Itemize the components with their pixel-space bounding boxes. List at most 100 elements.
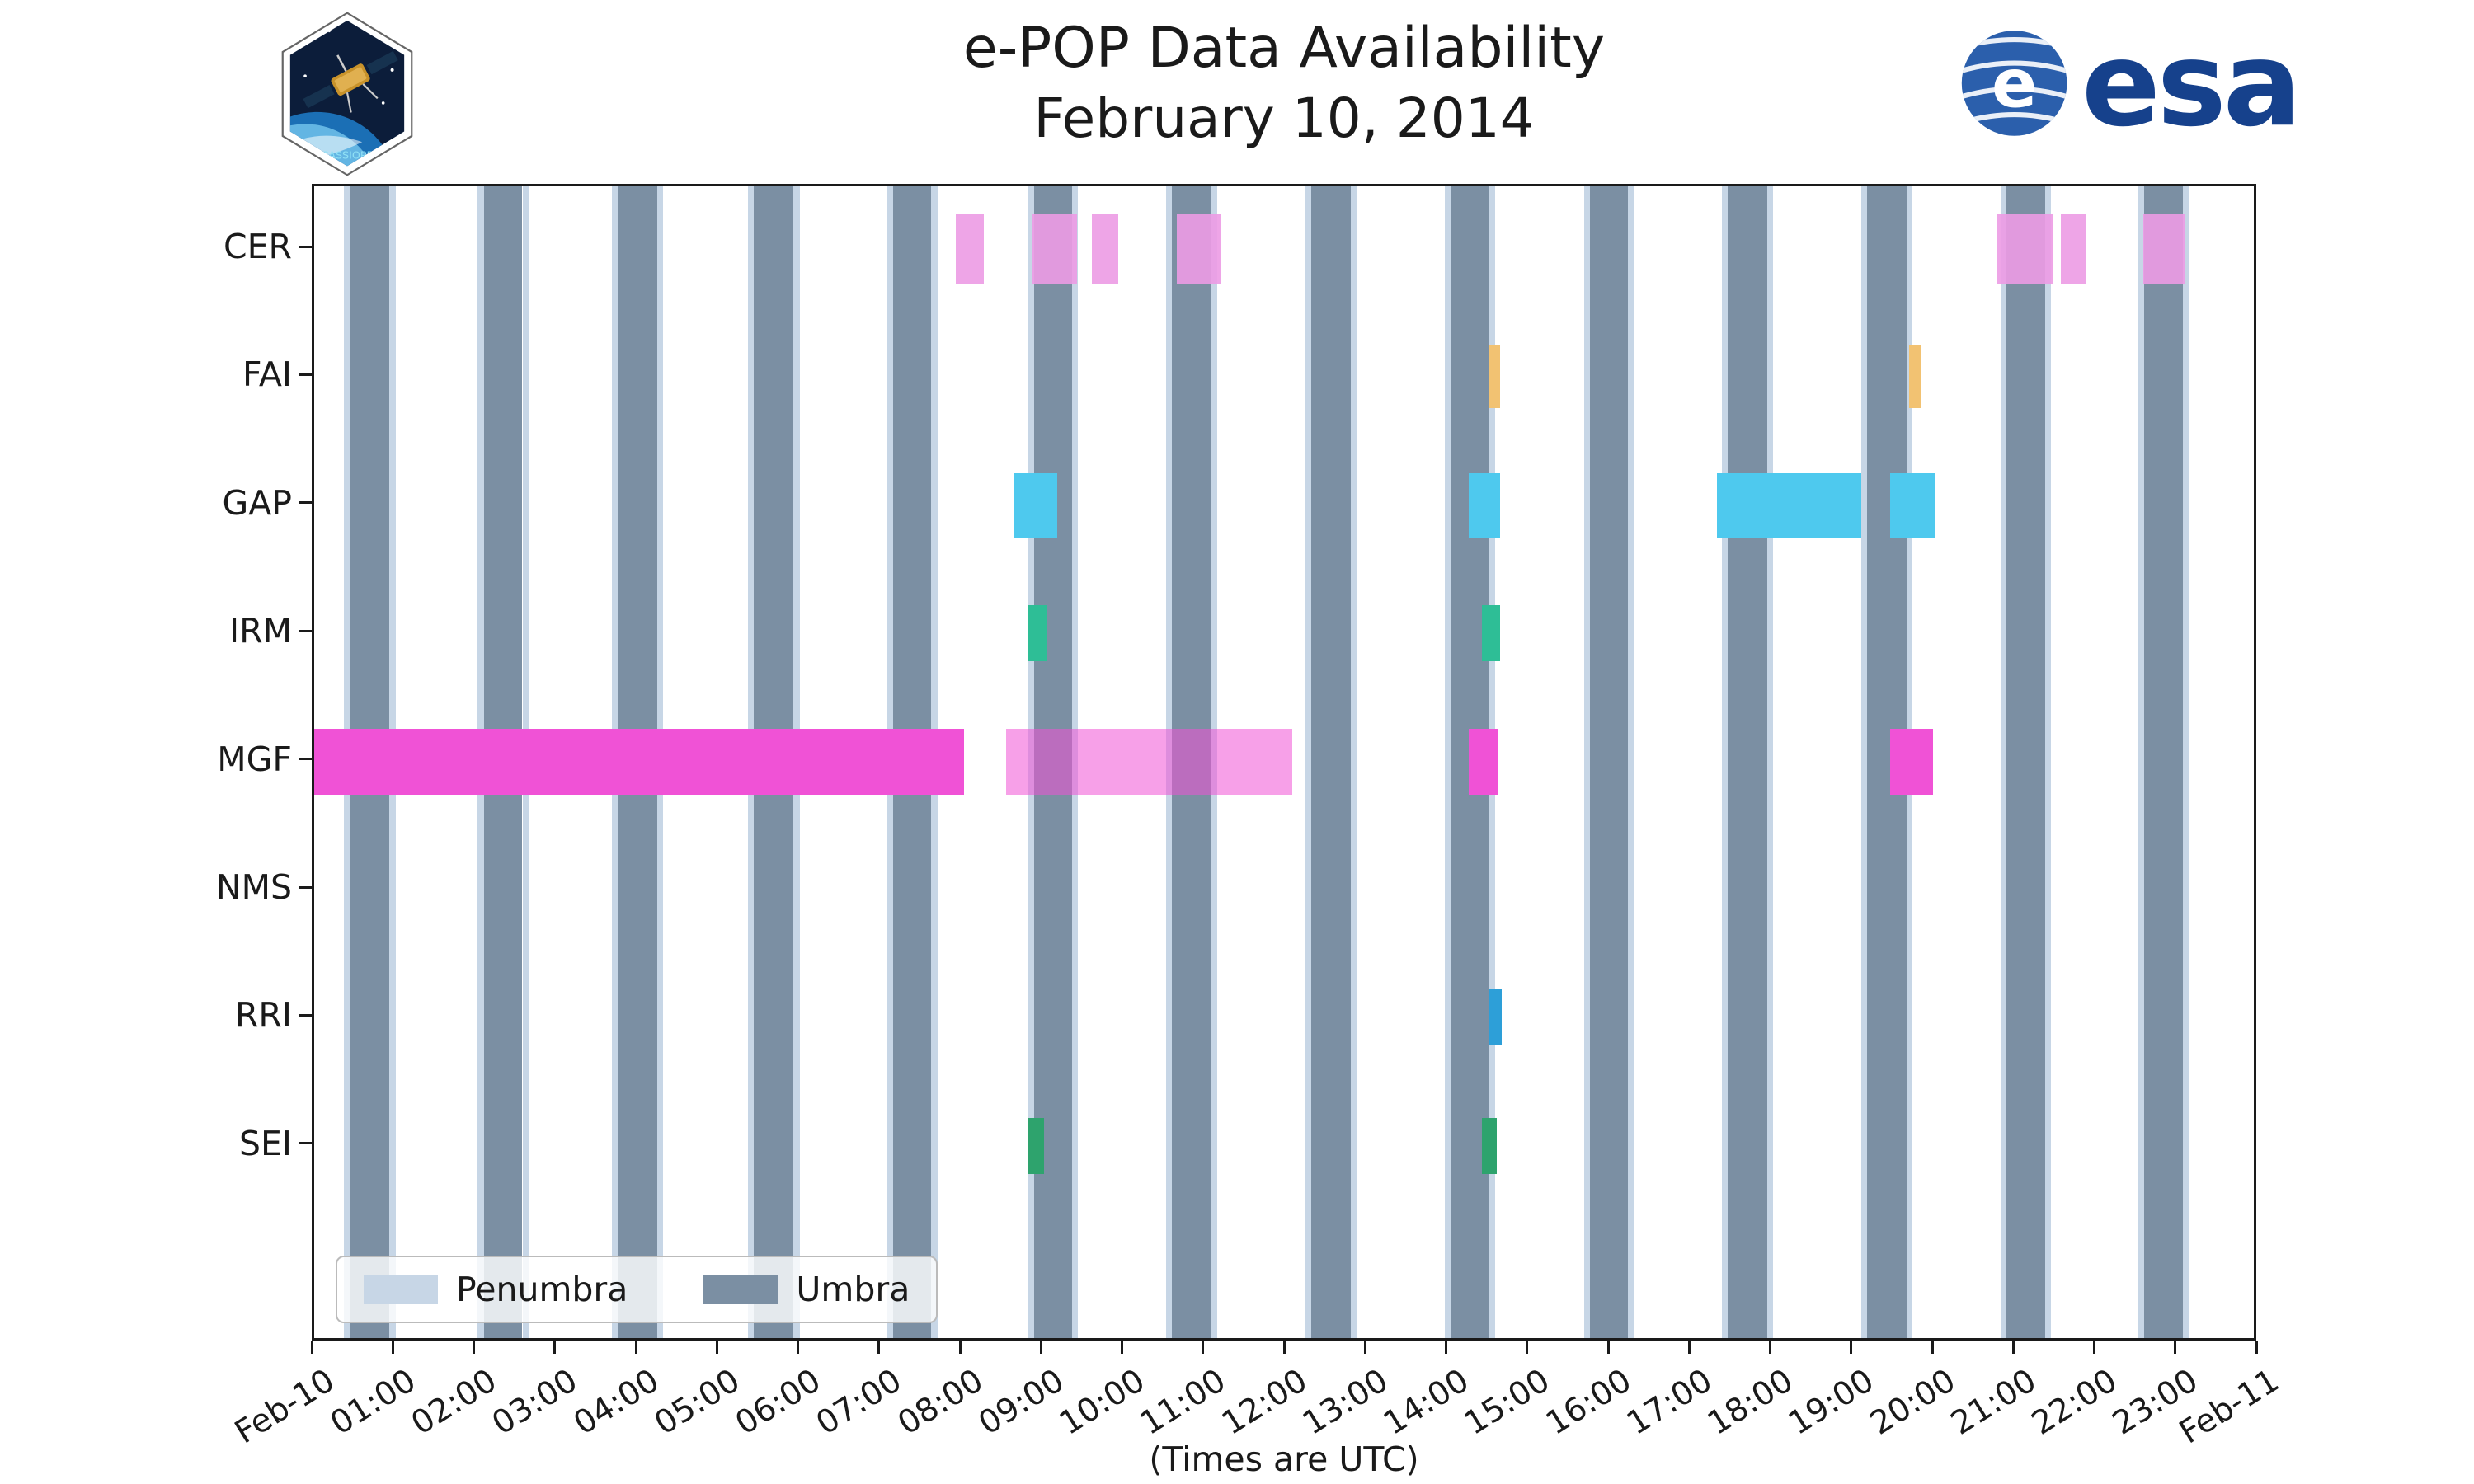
x-tick bbox=[1202, 1341, 1205, 1354]
x-tick bbox=[1363, 1341, 1366, 1354]
availability-bar-irm bbox=[1028, 605, 1048, 662]
umbra-band bbox=[2006, 186, 2045, 1338]
availability-bars-layer bbox=[314, 186, 2254, 1338]
umbra-band bbox=[1590, 186, 1628, 1338]
penumbra-swatch bbox=[364, 1275, 438, 1304]
cassiope-logo: CASSIOPE bbox=[272, 10, 422, 178]
x-tick bbox=[1687, 1341, 1691, 1354]
availability-bar-cer bbox=[1177, 214, 1221, 284]
instrument-label-rri: RRI bbox=[234, 995, 292, 1036]
x-tick bbox=[1121, 1341, 1123, 1354]
x-tick-label: 16:00 bbox=[1539, 1362, 1638, 1443]
x-tick-label: 08:00 bbox=[891, 1362, 990, 1443]
availability-bar-cer bbox=[1997, 214, 2053, 284]
x-tick-label: 02:00 bbox=[405, 1362, 504, 1443]
y-tick bbox=[299, 758, 312, 761]
title-block: e-POP Data Availability February 10, 201… bbox=[312, 13, 2256, 153]
penumbra-band bbox=[2044, 186, 2052, 1338]
penumbra-band bbox=[2000, 186, 2007, 1338]
x-tick bbox=[715, 1341, 718, 1354]
satellite bbox=[303, 50, 398, 113]
x-tick bbox=[958, 1341, 962, 1354]
penumbra-band bbox=[1350, 186, 1357, 1338]
y-tick bbox=[299, 1142, 312, 1145]
instrument-label-cer: CER bbox=[223, 227, 292, 266]
x-tick-label: 11:00 bbox=[1134, 1362, 1233, 1443]
x-tick-label: 14:00 bbox=[1377, 1362, 1476, 1443]
umbra-band bbox=[1311, 186, 1351, 1338]
x-tick bbox=[1282, 1341, 1286, 1354]
instrument-label-mgf: MGF bbox=[217, 739, 292, 779]
penumbra-band bbox=[1721, 186, 1729, 1338]
umbra-band bbox=[2144, 186, 2183, 1338]
availability-bar-fai bbox=[1908, 345, 1922, 409]
x-tick bbox=[1606, 1341, 1610, 1354]
availability-bar-mgf bbox=[1469, 728, 1499, 795]
instrument-label-nms: NMS bbox=[215, 867, 292, 907]
x-tick-label: 13:00 bbox=[1296, 1362, 1395, 1443]
x-tick bbox=[1039, 1341, 1042, 1354]
availability-bar-mgf bbox=[1006, 728, 1292, 795]
x-tick bbox=[1769, 1341, 1771, 1354]
availability-bar-gap bbox=[1014, 472, 1057, 538]
availability-bar-mgf bbox=[1889, 728, 1934, 795]
x-tick-label: 17:00 bbox=[1620, 1362, 1719, 1443]
x-tick bbox=[1526, 1341, 1529, 1354]
penumbra-band bbox=[1444, 186, 1451, 1338]
esa-globe bbox=[1961, 31, 2067, 136]
penumbra-label: Penumbra bbox=[456, 1270, 628, 1309]
availability-bar-gap bbox=[1469, 472, 1501, 538]
x-tick-label: 05:00 bbox=[647, 1362, 747, 1443]
esa-wordmark: esa bbox=[2081, 21, 2298, 145]
y-tick bbox=[299, 629, 312, 632]
x-tick bbox=[310, 1341, 313, 1354]
availability-bar-cer bbox=[956, 214, 984, 284]
cassiope-logo-graphic: CASSIOPE bbox=[281, 12, 413, 176]
penumbra-band bbox=[2182, 186, 2189, 1338]
availability-bar-gap bbox=[1716, 472, 1861, 538]
availability-bar-cer bbox=[2142, 214, 2185, 284]
x-tick-label: 22:00 bbox=[2025, 1362, 2124, 1443]
chart-title: e-POP Data Availability bbox=[962, 16, 1606, 81]
availability-bar-cer bbox=[1031, 214, 1077, 284]
earth-highlight bbox=[289, 124, 381, 167]
x-tick-label: Feb-10 bbox=[228, 1362, 341, 1452]
esa-logo-graphic: e esa bbox=[1961, 17, 2302, 153]
availability-bar-cer bbox=[2061, 214, 2086, 284]
x-tick-label: 19:00 bbox=[1782, 1362, 1881, 1443]
x-tick-label: 12:00 bbox=[1215, 1362, 1314, 1443]
availability-bar-mgf bbox=[314, 728, 964, 795]
x-tick-label: 03:00 bbox=[486, 1362, 585, 1443]
x-tick bbox=[553, 1341, 557, 1354]
y-tick bbox=[299, 885, 312, 889]
umbra-swatch bbox=[703, 1275, 778, 1304]
penumbra-band bbox=[1627, 186, 1634, 1338]
availability-bar-fai bbox=[1488, 345, 1501, 409]
plot-area: Penumbra Umbra bbox=[312, 184, 2256, 1341]
umbra-band bbox=[1728, 186, 1767, 1338]
penumbra-band bbox=[1305, 186, 1312, 1338]
availability-bar-irm bbox=[1481, 605, 1501, 662]
instrument-label-irm: IRM bbox=[229, 611, 292, 651]
x-tick-label: 21:00 bbox=[1944, 1362, 2044, 1443]
x-tick bbox=[877, 1341, 881, 1354]
x-tick-label: 07:00 bbox=[810, 1362, 909, 1443]
instrument-label-gap: GAP bbox=[222, 482, 292, 523]
x-tick bbox=[391, 1341, 394, 1354]
instrument-label-fai: FAI bbox=[242, 355, 292, 395]
x-tick-label: 06:00 bbox=[729, 1362, 828, 1443]
x-tick bbox=[1850, 1341, 1853, 1354]
x-tick bbox=[2093, 1341, 2095, 1354]
x-tick bbox=[2174, 1341, 2177, 1354]
x-tick bbox=[634, 1341, 637, 1354]
x-tick bbox=[1445, 1341, 1447, 1354]
esa-logo: e esa bbox=[1956, 17, 2326, 153]
availability-bar-sei bbox=[1481, 1117, 1498, 1174]
x-tick-label: 20:00 bbox=[1863, 1362, 1962, 1443]
chart-subtitle: February 10, 2014 bbox=[1033, 86, 1535, 150]
penumbra-band bbox=[1860, 186, 1868, 1338]
penumbra-band bbox=[2138, 186, 2145, 1338]
x-tick bbox=[2011, 1341, 2015, 1354]
x-tick-label: 18:00 bbox=[1701, 1362, 1800, 1443]
